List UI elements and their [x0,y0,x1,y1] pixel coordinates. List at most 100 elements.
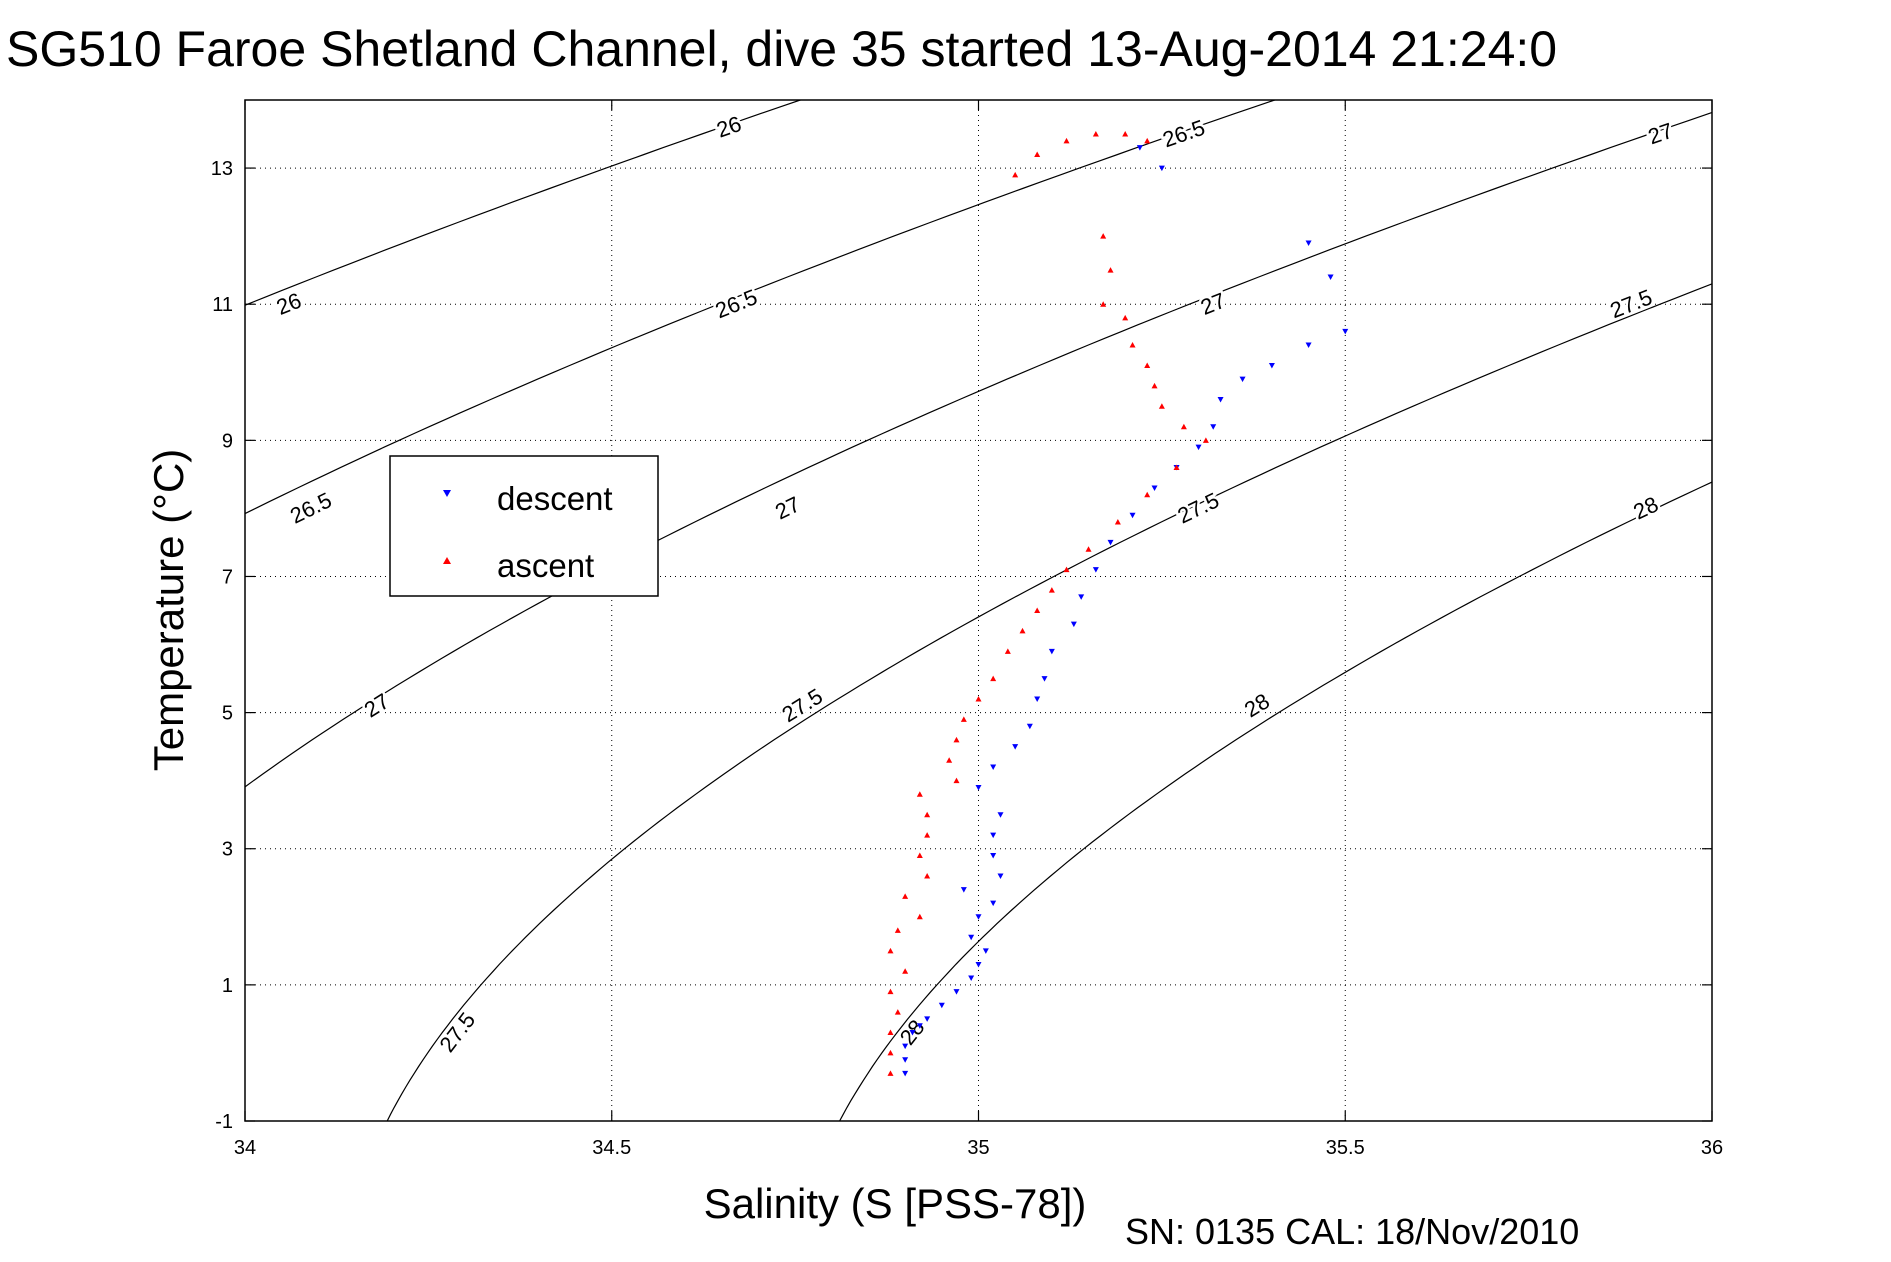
descent-point [1327,274,1334,280]
legend-descent-marker [443,490,451,497]
ascent-point [1100,301,1107,307]
ascent-point [953,736,960,743]
y-tick-label: 5 [222,703,233,725]
descent-point [1151,485,1158,491]
legend-ascent-label: ascent [497,547,594,584]
ascent-point [1158,403,1165,409]
ascent-point [1202,437,1209,443]
descent-point [1268,362,1275,369]
descent-point [1012,744,1019,750]
density-contours [245,100,1712,1121]
descent-point [938,1002,945,1009]
y-axis-label: Temperature (°C) [145,449,192,772]
descent-point [968,975,975,982]
descent-point [990,764,997,771]
y-tick-label: 7 [222,566,233,588]
ascent-point [894,927,901,933]
ascent-point [1122,131,1129,137]
descent-point [1210,424,1217,430]
ascent-point [924,832,931,838]
ascent-point [1048,587,1055,593]
ascent-point [894,1009,901,1015]
ascent-point [887,988,894,995]
ascent-point [887,1049,894,1056]
descent-point [1195,444,1202,451]
descent-point [1026,723,1033,730]
ascent-point [1151,382,1158,389]
ascent-point [887,1070,894,1076]
descent-point [1305,342,1312,349]
isopycnal-26 [245,100,803,306]
x-tick-label: 35.5 [1326,1137,1365,1159]
grid-lines [245,100,1712,1121]
descent-point [902,1057,909,1063]
isopycnal-28 [838,481,1712,1121]
descent-point [990,832,997,839]
descent-point [1107,539,1114,546]
ascent-point [1092,131,1099,137]
x-tick-label: 36 [1701,1137,1723,1159]
ascent-point [1004,648,1011,654]
ascent-point [916,852,923,859]
ascent-point [1100,233,1107,239]
descent-point [1041,676,1048,682]
descent-point [1217,396,1224,403]
ascent-point [1019,627,1026,634]
ascent-point [1107,267,1114,273]
descent-point [924,1016,931,1022]
descent-point [1092,567,1099,573]
ascent-point [1144,491,1151,498]
x-tick-label: 34.5 [592,1137,631,1159]
y-tick-label: 3 [222,839,233,861]
ascent-series [887,131,1209,1076]
y-tick-label: 13 [211,158,233,180]
ascent-point [960,716,967,722]
ascent-point [1122,314,1129,321]
y-tick-label: 11 [212,294,233,316]
ascent-point [1063,566,1070,573]
y-tick-label: -1 [215,1111,233,1133]
descent-point [968,934,975,941]
descent-point [953,989,960,995]
descent-point [975,784,982,791]
descent-point [1136,145,1143,151]
descent-point [960,887,967,893]
x-tick-label: 35 [967,1137,989,1159]
descent-point [990,900,997,907]
descent-point [1305,240,1312,246]
descent-point [1070,621,1077,628]
descent-point [1048,648,1055,655]
descent-point [1034,696,1041,702]
ascent-point [990,675,997,682]
descent-point [909,1030,916,1036]
ascent-point [916,913,923,920]
x-axis-label: Salinity (S [PSS-78]) [704,1180,1087,1227]
ascent-point [1144,137,1151,144]
chart-title: SG510 Faroe Shetland Channel, dive 35 st… [6,21,1557,77]
ascent-point [1063,137,1070,144]
legend: descent ascent [389,455,659,597]
descent-point [1239,376,1246,383]
ascent-point [1180,423,1187,430]
isopycnal-27.5 [386,283,1712,1121]
descent-series [902,145,1349,1077]
ascent-point [924,811,931,818]
ascent-point [1129,342,1136,348]
ascent-point [1012,171,1019,178]
ascent-point [1085,546,1092,552]
ascent-point [902,893,909,899]
legend-box [389,455,659,597]
x-tick-label: 34 [234,1137,256,1159]
ascent-point [1034,151,1041,157]
ascent-point [916,791,923,797]
descent-point [902,1070,909,1077]
descent-point [902,1043,909,1050]
y-tick-label: 9 [222,430,233,452]
descent-point [975,914,982,920]
descent-point [1158,165,1165,172]
isopycnal-27 [245,111,1712,788]
y-tick-label: 1 [222,975,233,997]
ascent-point [975,695,982,702]
